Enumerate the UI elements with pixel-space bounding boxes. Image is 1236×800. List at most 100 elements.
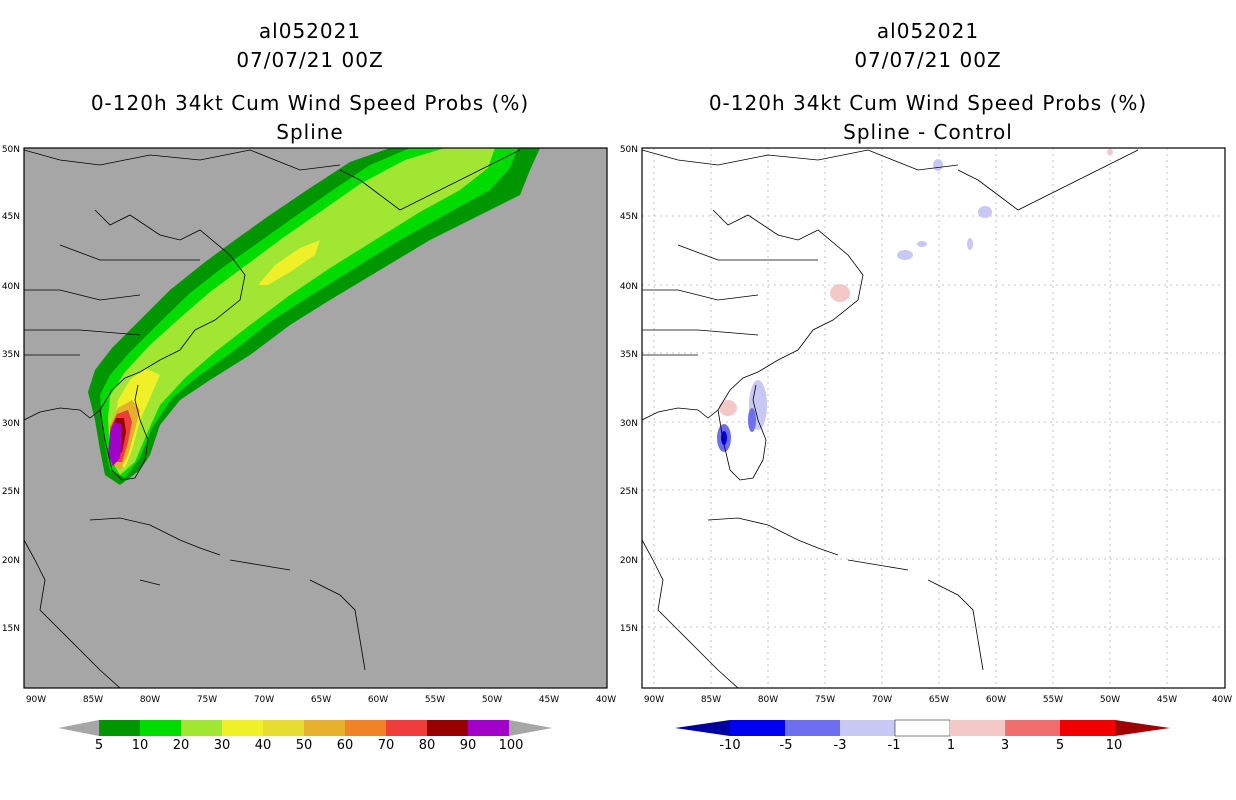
right-y-tick: 25N xyxy=(620,487,638,497)
left-colorbar-swatches xyxy=(58,720,552,736)
left-cb-arrow-high xyxy=(509,720,552,736)
right-x-tick: 50W xyxy=(1100,695,1120,705)
diff-pos-newfoundland xyxy=(1107,149,1113,155)
left-cb-swatch xyxy=(468,720,509,736)
right-cb-label: 3 xyxy=(1001,738,1009,753)
right-y-tick: 20N xyxy=(620,556,638,566)
right-x-tick: 85W xyxy=(701,695,721,705)
left-cb-swatch xyxy=(386,720,427,736)
left-cb-swatch xyxy=(427,720,468,736)
right-map: 90W 85W 80W 75W 70W 65W 60W 55W 50W 45W … xyxy=(620,145,1232,705)
diff-neg-florida-core xyxy=(721,431,727,445)
diff-pos-midatlantic xyxy=(830,284,850,302)
left-y-tick: 25N xyxy=(2,487,20,497)
right-cb-swatch xyxy=(950,720,1005,736)
left-y-tick: 40N xyxy=(2,282,20,292)
right-cb-swatch xyxy=(894,719,951,737)
left-x-ticks: 90W 85W 80W 75W 70W 65W 60W 55W 50W 45W … xyxy=(26,695,616,705)
right-x-tick: 90W xyxy=(644,695,664,705)
left-x-tick: 45W xyxy=(539,695,559,705)
diff-neg-maine xyxy=(933,159,943,171)
left-cb-label: 50 xyxy=(296,738,313,753)
prob-swath-30-north xyxy=(258,240,320,285)
left-title-product: 0-120h 34kt Cum Wind Speed Probs (%) xyxy=(90,91,530,115)
right-title-date: 07/07/21 00Z xyxy=(854,48,1002,72)
left-y-tick: 50N xyxy=(2,145,20,155)
left-coastlines xyxy=(24,149,521,688)
left-y-tick: 20N xyxy=(2,556,20,566)
left-cb-label: 30 xyxy=(214,738,231,753)
right-cb-label: -5 xyxy=(780,738,793,753)
left-x-tick: 55W xyxy=(425,695,445,705)
diff-neg-offshore xyxy=(967,238,973,250)
right-title: al052021 07/07/21 00Z 0-120h 34kt Cum Wi… xyxy=(648,17,1208,147)
left-cb-arrow-low xyxy=(58,720,99,736)
left-cb-label: 70 xyxy=(378,738,395,753)
left-cb-swatch xyxy=(304,720,345,736)
diff-neg-ocean2 xyxy=(917,241,927,247)
left-cb-label: 10 xyxy=(132,738,149,753)
right-x-tick: 60W xyxy=(986,695,1006,705)
right-map-frame xyxy=(641,147,1226,689)
left-cb-label: 90 xyxy=(460,738,477,753)
right-map-background xyxy=(642,148,1225,688)
right-y-tick: 30N xyxy=(620,419,638,429)
right-gridlines xyxy=(642,148,1225,688)
left-x-tick: 60W xyxy=(368,695,388,705)
left-cb-label: 40 xyxy=(255,738,272,753)
left-map-frame xyxy=(23,147,608,689)
left-x-tick: 80W xyxy=(140,695,160,705)
left-cb-swatch xyxy=(345,720,386,736)
right-coastlines xyxy=(642,149,1139,688)
right-x-tick: 70W xyxy=(872,695,892,705)
left-x-tick: 90W xyxy=(26,695,46,705)
right-title-product: 0-120h 34kt Cum Wind Speed Probs (%) xyxy=(708,91,1148,115)
right-title-variant: Spline - Control xyxy=(843,120,1013,144)
right-y-tick: 45N xyxy=(620,212,638,222)
left-colorbar: 5 10 20 30 40 50 60 70 80 90 100 xyxy=(58,720,552,753)
right-cb-swatch xyxy=(1005,720,1060,736)
right-x-tick: 80W xyxy=(758,695,778,705)
left-cb-swatch xyxy=(140,720,181,736)
left-cb-label: 100 xyxy=(499,738,524,753)
right-cb-label: 10 xyxy=(1106,738,1123,753)
right-cb-label: 5 xyxy=(1056,738,1064,753)
right-y-tick: 35N xyxy=(620,350,638,360)
prob-swath-10 xyxy=(100,148,518,478)
left-x-tick: 50W xyxy=(482,695,502,705)
diff-neg-georgia-core xyxy=(748,408,756,432)
right-title-storm: al052021 xyxy=(876,19,980,43)
right-cb-label: -1 xyxy=(888,738,901,753)
left-title-storm: al052021 xyxy=(258,19,362,43)
right-cb-label: -10 xyxy=(719,738,740,753)
left-title: al052021 07/07/21 00Z 0-120h 34kt Cum Wi… xyxy=(30,17,590,147)
right-cb-swatch xyxy=(840,720,895,736)
left-y-tick: 15N xyxy=(2,624,20,634)
right-x-tick: 45W xyxy=(1157,695,1177,705)
right-cb-label: -3 xyxy=(834,738,847,753)
left-x-tick: 65W xyxy=(311,695,331,705)
diff-neg-ocean xyxy=(897,250,913,260)
left-x-tick: 75W xyxy=(197,695,217,705)
left-y-tick: 45N xyxy=(2,212,20,222)
prob-swath-20 xyxy=(108,148,495,475)
left-cb-swatch xyxy=(181,720,222,736)
right-cb-arrow-low xyxy=(675,720,730,736)
left-title-date: 07/07/21 00Z xyxy=(236,48,384,72)
prob-swath-100 xyxy=(108,422,122,466)
prob-swath-5 xyxy=(88,148,540,485)
diff-neg-novascotia xyxy=(978,206,992,218)
right-x-tick: 75W xyxy=(815,695,835,705)
left-title-variant: Spline xyxy=(276,120,344,144)
right-colorbar-swatches xyxy=(675,719,1170,737)
left-cb-label: 20 xyxy=(173,738,190,753)
right-cb-label: 1 xyxy=(947,738,955,753)
right-x-tick: 55W xyxy=(1043,695,1063,705)
left-cb-swatch xyxy=(222,720,263,736)
right-y-ticks: 50N 45N 40N 35N 30N 25N 20N 15N xyxy=(620,145,638,634)
left-x-tick: 70W xyxy=(254,695,274,705)
right-cb-arrow-high xyxy=(1115,720,1170,736)
left-y-ticks: 50N 45N 40N 35N 30N 25N 20N 15N xyxy=(2,145,20,634)
left-colorbar-labels: 5 10 20 30 40 50 60 70 80 90 100 xyxy=(95,738,524,753)
left-y-tick: 35N xyxy=(2,350,20,360)
